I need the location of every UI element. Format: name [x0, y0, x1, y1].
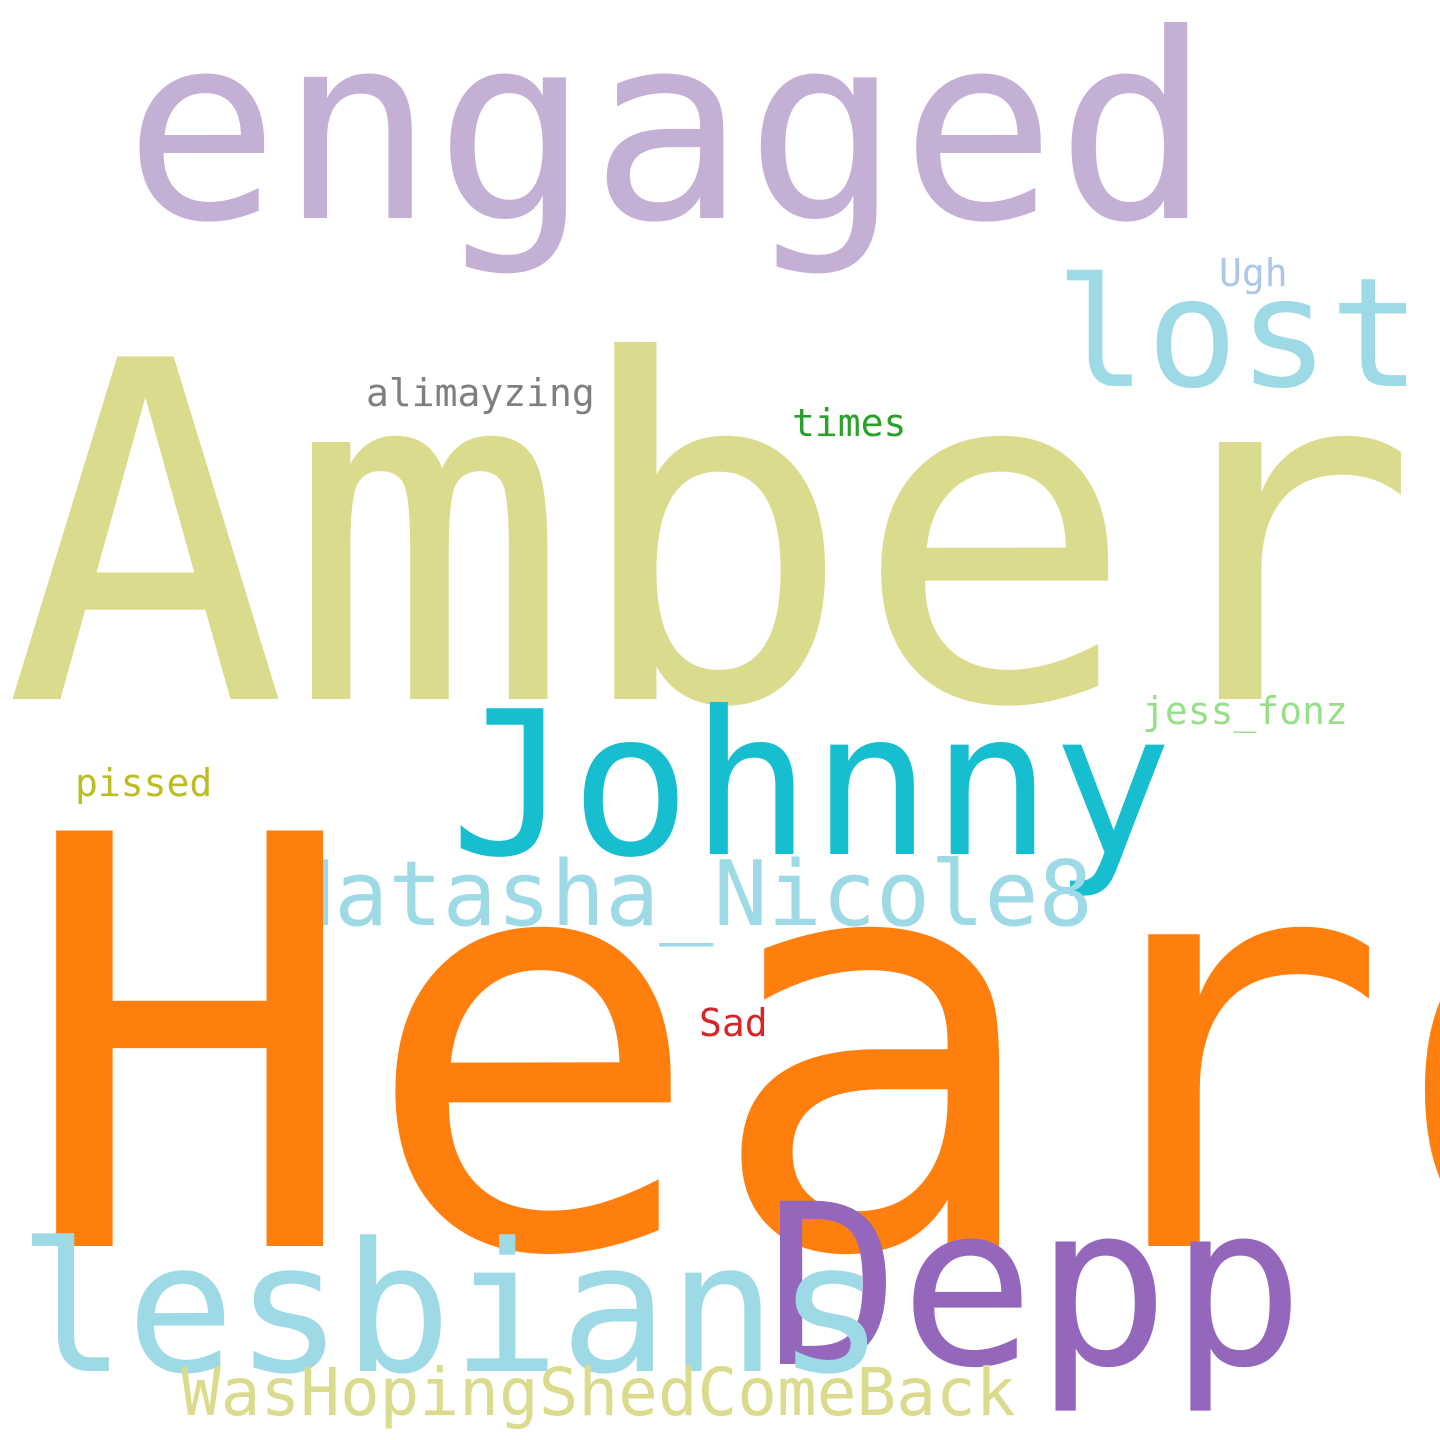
- word-amber: Amber: [4, 263, 1419, 810]
- word-depp: Depp: [765, 1156, 1305, 1417]
- word-sad: Sad: [699, 1001, 768, 1045]
- word-pissed: pissed: [75, 761, 213, 805]
- word-alimayzing: alimayzing: [366, 371, 595, 415]
- word-times: times: [792, 401, 907, 445]
- word-heard: Heard: [18, 718, 1440, 1381]
- word-lesbians: lesbians: [18, 1205, 885, 1414]
- word-lost: lost: [1055, 245, 1422, 422]
- word-washopingshedcomeback: WasHopingShedComeBack: [181, 1354, 1016, 1431]
- word-ugh: Ugh: [1219, 251, 1288, 295]
- word-engaged: engaged: [124, 0, 1212, 279]
- word-jess-fonz: jess_fonz: [1142, 689, 1348, 733]
- word-johnny: Johnny: [450, 669, 1173, 902]
- word-natasha-nicole8: Natasha_Nicole8: [280, 842, 1093, 947]
